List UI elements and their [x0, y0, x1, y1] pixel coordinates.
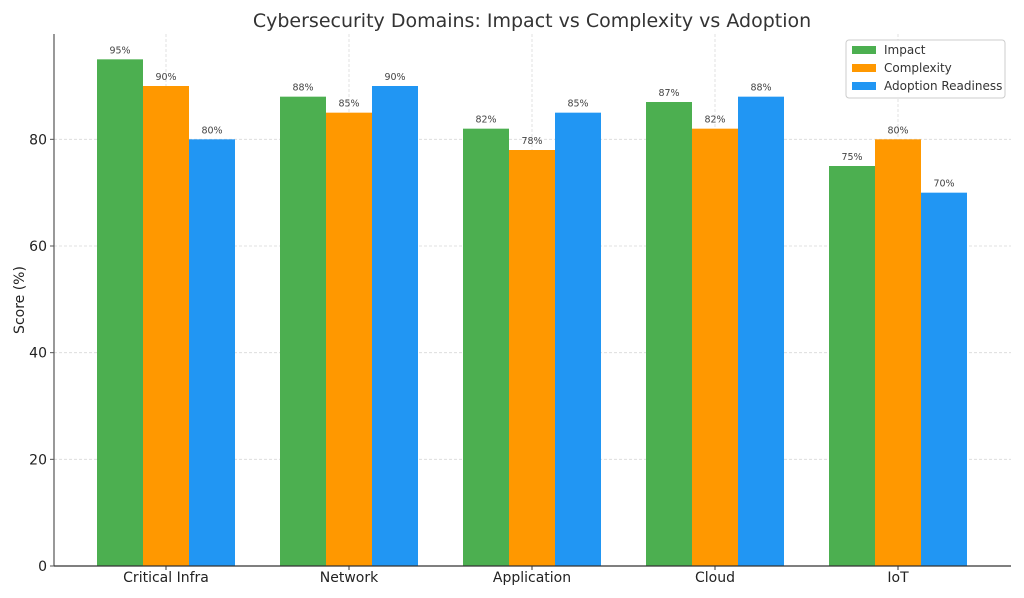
- data-label: 90%: [384, 72, 405, 83]
- data-label: 95%: [109, 45, 130, 56]
- legend-label: Impact: [884, 43, 926, 57]
- bar-complexity: [326, 112, 372, 567]
- bar-complexity: [875, 139, 921, 567]
- data-label: 85%: [338, 99, 359, 110]
- data-label: 78%: [521, 136, 542, 147]
- bar-impact: [829, 166, 875, 566]
- bar-adoption-readiness: [738, 96, 784, 567]
- data-label: 88%: [750, 83, 771, 94]
- data-label: 82%: [704, 115, 725, 126]
- y-tick-label: 60: [29, 239, 47, 255]
- bar-adoption-readiness: [921, 192, 967, 566]
- x-tick-label: IoT: [887, 570, 909, 586]
- bar-impact: [463, 128, 509, 566]
- bar-complexity: [692, 128, 738, 566]
- axes: 0 20 40 60 80 Critical Infra Network Applicatio…: [29, 34, 1011, 586]
- legend-swatch: [852, 46, 876, 54]
- bar-adoption-readiness: [555, 112, 601, 567]
- legend-swatch: [852, 82, 876, 90]
- bar-complexity: [143, 86, 189, 566]
- legend-label: Adoption Readiness: [884, 79, 1002, 93]
- bar-complexity: [509, 150, 555, 566]
- data-label: 90%: [155, 72, 176, 83]
- data-label: 85%: [567, 99, 588, 110]
- x-tick-label: Critical Infra: [123, 570, 209, 586]
- bar-impact: [280, 96, 326, 567]
- data-labels: 95% 88% 82% 87% 75% 90% 85% 78% 82% 80% 80% 90% 85% 8…: [109, 45, 954, 189]
- data-label: 87%: [658, 88, 679, 99]
- y-tick-label: 20: [29, 452, 47, 468]
- bar-adoption-readiness: [189, 139, 235, 567]
- legend: Impact Complexity Adoption Readiness: [845, 39, 1006, 99]
- legend-label: Complexity: [884, 61, 952, 75]
- bar-impact: [646, 102, 692, 566]
- data-label: 80%: [201, 125, 222, 136]
- legend-box: [845, 39, 1006, 99]
- data-label: 75%: [841, 152, 862, 163]
- data-label: 82%: [475, 115, 496, 126]
- chart-title: Cybersecurity Domains: Impact vs Complex…: [253, 10, 811, 32]
- x-tick-label: Network: [320, 570, 379, 586]
- legend-swatch: [852, 64, 876, 72]
- data-label: 70%: [933, 179, 954, 190]
- bar-impact: [97, 59, 143, 566]
- bars: [97, 59, 967, 567]
- y-axis-label: Score (%): [12, 266, 28, 334]
- y-tick-label: 40: [29, 346, 47, 362]
- x-tick-label: Cloud: [695, 570, 735, 586]
- data-label: 80%: [887, 125, 908, 136]
- bar-adoption-readiness: [372, 86, 418, 566]
- data-label: 88%: [292, 83, 313, 94]
- y-tick-label: 0: [38, 559, 47, 575]
- y-tick-label: 80: [29, 132, 47, 148]
- x-tick-label: Application: [493, 570, 571, 586]
